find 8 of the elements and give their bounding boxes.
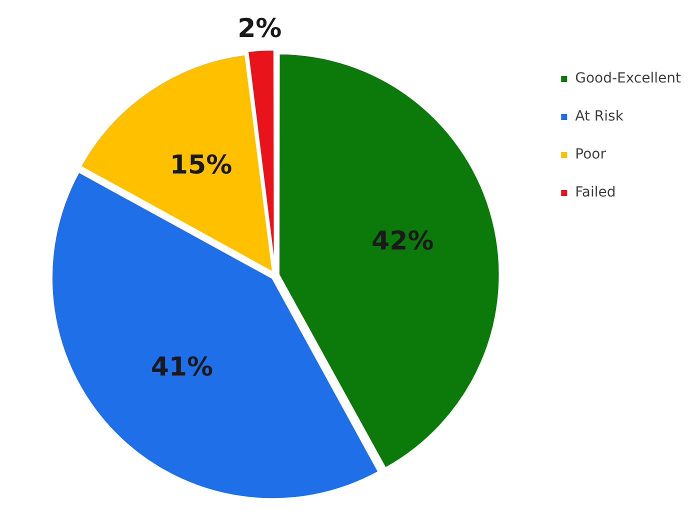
data-label: 42% <box>372 226 434 256</box>
data-label: 2% <box>238 14 282 44</box>
legend-label: At Risk <box>575 108 624 125</box>
data-label: 41% <box>150 352 214 382</box>
data-label: 15% <box>170 150 232 180</box>
legend-label: Failed <box>575 184 616 201</box>
legend-label: Poor <box>575 146 606 163</box>
legend-label: Good-Excellent <box>575 70 682 87</box>
